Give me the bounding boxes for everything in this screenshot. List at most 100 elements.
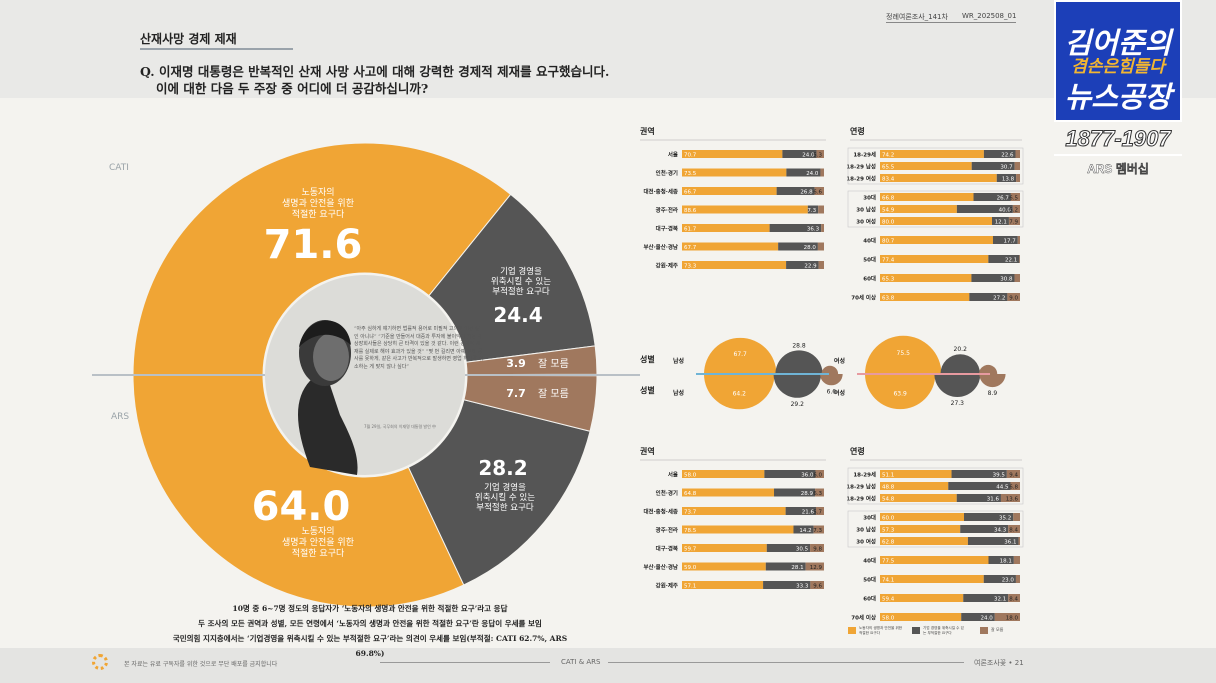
- ars-age-label-4-2: 8.4: [1009, 527, 1018, 533]
- cati-region-bar-3-1: [807, 205, 819, 214]
- quote-text: “아주 심하게 얘기하면 법률적 용어로 미필적 고의에 의한 살인 아니냐” …: [354, 326, 484, 370]
- cati-age-bar-8-1: [971, 274, 1015, 282]
- ars-region-bar-5-0: [682, 562, 766, 571]
- cati-region-title: 권역: [640, 126, 655, 136]
- cati-age-label-0-0: 74.2: [882, 152, 894, 158]
- ars-age-bar-7-0: [880, 575, 984, 583]
- cati-age-label-9-0: 63.8: [882, 295, 895, 301]
- cati-age-label-5-1: 12.1: [995, 219, 1007, 225]
- cati-region-label-0-1: 24.0: [802, 152, 815, 158]
- ars-age-bar-4-0: [880, 525, 961, 533]
- gender-1-ars-label-1: 27.3: [951, 400, 965, 407]
- section-title: 산재사망 경제 제재: [140, 32, 237, 46]
- cati-age-cat-9: 70세 이상: [851, 294, 876, 302]
- gender-0-cati-label-1: 28.8: [792, 342, 806, 349]
- ars-age-cat-5: 30 여성: [856, 538, 876, 546]
- ars-age-bar-3-1: [964, 513, 1014, 521]
- ars-age-label-1-0: 48.8: [882, 484, 895, 490]
- quote-source: 7월 29일, 국무회의 이재명 대통령 발언 中: [364, 424, 437, 429]
- gender-0-cati-label-0: 67.7: [734, 351, 748, 358]
- cati-age-bar-4-2: [1012, 205, 1020, 213]
- cati-age-label-1-1: 30.7: [1000, 164, 1013, 170]
- cati-region-label-2-1: 26.8: [800, 189, 813, 195]
- ars-region-bar-2-2: [815, 507, 824, 515]
- cati-region-bar-1-1: [786, 168, 821, 177]
- ars-age-label-7-1: 23.0: [1002, 577, 1015, 583]
- ars-slice-business: [407, 399, 591, 586]
- cati-region-bar-5-0: [682, 242, 779, 251]
- cati-region-bar-1-0: [682, 168, 787, 177]
- cati-age-label-5-2: 7.9: [1009, 219, 1018, 225]
- ars-caption-safety-line-1: 노동자의: [301, 526, 334, 537]
- cati-label: CATI: [109, 163, 129, 173]
- cati-region-cat-5: 부산·울산·경남: [643, 243, 678, 251]
- ars-region-label-0-2: 6.0: [813, 472, 822, 478]
- cati-age-bar-7-2: [1019, 255, 1020, 263]
- channel-logo-line-3: 뉴스공장: [1064, 82, 1172, 114]
- ars-rule: [1054, 154, 1182, 156]
- ars-caption-safety-line-2: 생명과 안전을 위한: [282, 537, 354, 548]
- ars-region-bar-4-0: [682, 544, 767, 552]
- cati-age-label-4-1: 40.0: [999, 207, 1012, 213]
- footer-right: 여론조사꽃 • 21: [974, 659, 1024, 667]
- ars-age-bar-6-0: [880, 556, 989, 564]
- cati-age-label-9-1: 27.2: [993, 295, 1005, 301]
- ars-region-bar-1-0: [682, 488, 775, 497]
- ars-age-cat-9: 70세 이상: [851, 614, 876, 622]
- ars-caption-unknown: 잘 모름: [538, 388, 569, 400]
- footer-band: [0, 648, 1216, 683]
- cati-caption-business-line-1: 기업 경영을: [500, 266, 542, 277]
- gender-1-ars-bubble-0: [865, 374, 936, 410]
- cati-age-bar-9-2: [1007, 293, 1020, 301]
- cati-age-label-2-1: 13.8: [1002, 176, 1015, 182]
- footer-flower-icon: [92, 654, 108, 670]
- cati-age-bar-5-2: [1008, 217, 1020, 225]
- ars-age-label-8-0: 59.4: [882, 596, 895, 602]
- portrait-face: [313, 333, 349, 381]
- cati-region-bar-4-2: [821, 224, 824, 232]
- cati-age-bar-9-1: [969, 293, 1008, 301]
- cati-age-cat-1: 18-29 남성: [846, 163, 876, 171]
- ars-age-label-3-1: 35.2: [999, 515, 1011, 521]
- ars-region-label-2-2: 5.7: [813, 509, 822, 515]
- cati-region-label-1-1: 24.0: [806, 171, 819, 177]
- gender-0-ars-label-1: 29.2: [791, 401, 805, 408]
- channel-logo: 김어준의 겸손은힘들다 뉴스공장: [1054, 0, 1182, 122]
- cati-region-bar-0-2: [816, 150, 824, 158]
- ars-caption: ARS 멤버십: [1087, 162, 1149, 176]
- ars-age-label-1-2: 6.8: [1009, 484, 1018, 490]
- gender-0-cati-bubble-0: [704, 337, 777, 374]
- ars-age-cat-8: 60대: [863, 595, 876, 603]
- cati-age-cat-2: 18-29 여성: [846, 175, 876, 183]
- cati-age-label-6-1: 17.7: [1004, 238, 1017, 244]
- ars-age-bar-6-2: [1013, 556, 1020, 564]
- portrait-shoulder: [298, 370, 358, 475]
- ars-age-bar-0-1: [951, 470, 1007, 478]
- ars-age-label-5-0: 62.8: [882, 539, 895, 545]
- cati-age-bar-1-1: [971, 162, 1015, 170]
- gender-0-ars-bubble-0: [704, 374, 775, 410]
- ars-region-bar-6-1: [763, 581, 811, 589]
- cati-region-label-0-0: 70.7: [684, 152, 697, 158]
- gender-0-ars-bubble-2: [820, 374, 843, 386]
- cati-region-cat-3: 광주·전라: [656, 206, 679, 214]
- cati-region-label-4-0: 61.7: [684, 226, 697, 232]
- ars-value-unknown: 7.7: [506, 387, 526, 400]
- ars-age-label-5-1: 36.1: [1004, 539, 1016, 545]
- ars-region-bar-4-1: [766, 544, 811, 552]
- ars-age-label-9-2: 18.0: [1006, 615, 1019, 621]
- cati-age-group-box-2: [847, 190, 1024, 228]
- cati-region-bar-2-0: [682, 187, 777, 195]
- ars-age-bar-3-2: [1013, 513, 1020, 521]
- cati-age-bar-8-0: [880, 274, 972, 282]
- ars-region-cat-5: 부산·울산·경남: [643, 563, 678, 571]
- cati-slice-safety: [132, 142, 512, 376]
- cati-age-bar-5-0: [880, 217, 992, 225]
- cati-region-bar-3-2: [818, 205, 824, 214]
- gender-0-ars-label-0: 64.2: [733, 391, 747, 398]
- cati-age-label-8-0: 65.3: [882, 276, 895, 282]
- legend-swatch-safety: [848, 627, 856, 634]
- ars-caption-business-line-3: 부적절한 요구다: [476, 502, 534, 513]
